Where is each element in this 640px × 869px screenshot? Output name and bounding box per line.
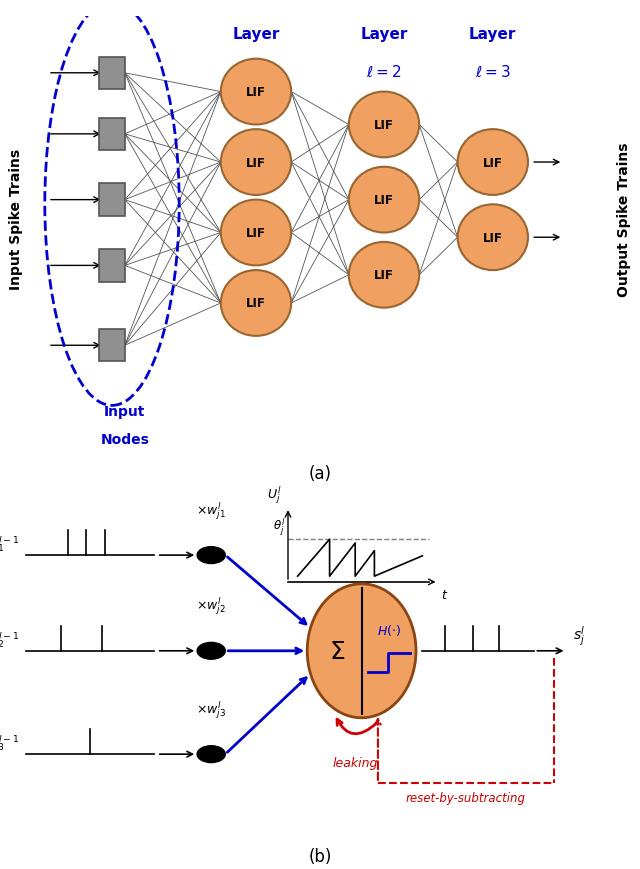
Text: LIF: LIF [374,194,394,207]
FancyBboxPatch shape [99,250,125,282]
Circle shape [197,547,225,564]
Text: LIF: LIF [246,227,266,240]
Text: Layer: Layer [232,27,280,42]
Text: $s_2^{l-1}$: $s_2^{l-1}$ [0,630,19,649]
Circle shape [197,746,225,763]
Ellipse shape [221,60,291,125]
Ellipse shape [349,242,419,308]
Text: leaking: leaking [333,756,378,769]
Text: $s_1^{l-1}$: $s_1^{l-1}$ [0,534,19,554]
Text: Input: Input [104,405,145,419]
Text: Layer: Layer [469,27,516,42]
Text: $U_j^l$: $U_j^l$ [268,484,282,506]
Text: Input Spike Trains: Input Spike Trains [9,149,23,289]
FancyBboxPatch shape [99,184,125,216]
Text: $\times w_{j3}^l$: $\times w_{j3}^l$ [196,699,226,720]
FancyBboxPatch shape [99,118,125,151]
Ellipse shape [307,584,416,718]
Text: reset-by-subtracting: reset-by-subtracting [406,791,526,804]
Text: LIF: LIF [374,269,394,282]
Text: $\Sigma$: $\Sigma$ [329,639,345,663]
Text: LIF: LIF [246,156,266,169]
FancyBboxPatch shape [99,57,125,90]
Text: $\times w_{j1}^l$: $\times w_{j1}^l$ [196,500,226,521]
Text: $\ell=2$: $\ell=2$ [366,64,402,80]
Text: $\times w_{j2}^l$: $\times w_{j2}^l$ [196,595,226,617]
Ellipse shape [349,168,419,233]
Text: LIF: LIF [483,156,503,169]
Text: Layer: Layer [360,27,408,42]
Text: $s_3^{l-1}$: $s_3^{l-1}$ [0,733,19,753]
Text: LIF: LIF [246,86,266,99]
Ellipse shape [221,271,291,336]
Text: (a): (a) [308,464,332,482]
Text: Nodes: Nodes [100,433,149,447]
Text: $s_j^l$: $s_j^l$ [573,623,586,647]
Text: (b): (b) [308,847,332,866]
FancyBboxPatch shape [99,329,125,362]
Text: $H(\cdot)$: $H(\cdot)$ [377,622,401,638]
Ellipse shape [458,205,528,271]
Text: $\theta_j^l$: $\theta_j^l$ [273,516,285,538]
Ellipse shape [458,130,528,196]
Text: LIF: LIF [374,119,394,132]
Ellipse shape [221,201,291,266]
Text: Output Spike Trains: Output Spike Trains [617,142,631,296]
Ellipse shape [221,130,291,196]
Text: LIF: LIF [483,231,503,244]
Text: $t$: $t$ [441,588,449,601]
Text: LIF: LIF [246,297,266,310]
Text: $\ell=3$: $\ell=3$ [475,64,511,80]
Text: $\ell=1$: $\ell=1$ [238,64,274,80]
Ellipse shape [349,92,419,158]
Circle shape [197,643,225,660]
